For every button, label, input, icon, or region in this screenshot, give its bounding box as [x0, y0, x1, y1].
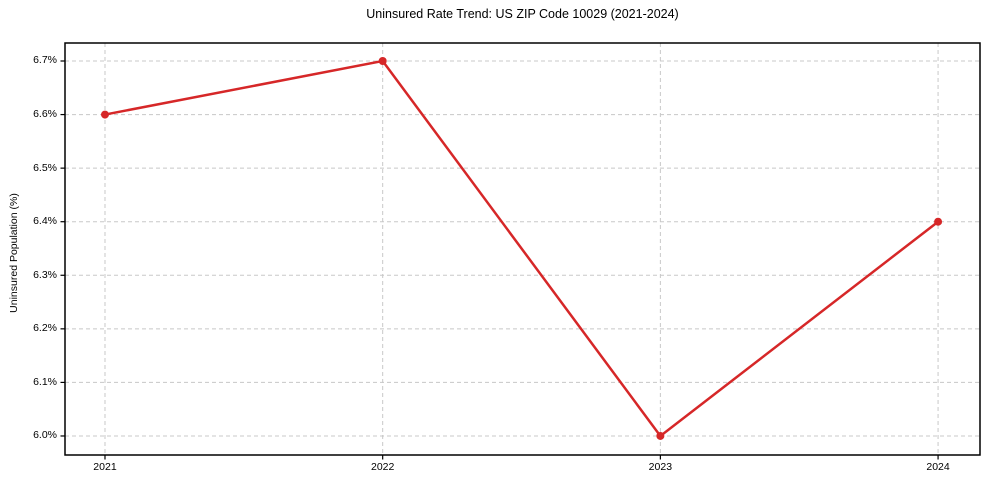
y-tick-label: 6.6%	[33, 108, 57, 121]
plot-border	[64, 42, 981, 456]
y-tick-label: 6.3%	[33, 268, 57, 281]
x-tick-label: 2022	[370, 461, 395, 473]
plot-area	[60, 42, 981, 460]
trend-line	[104, 59, 939, 438]
data-point	[656, 431, 665, 440]
data-point	[934, 217, 943, 226]
chart-title: Uninsured Rate Trend: US ZIP Code 10029 …	[366, 7, 679, 21]
y-tick-label: 6.5%	[33, 161, 57, 174]
y-tick-label: 6.1%	[33, 375, 57, 388]
x-tick-label: 2024	[926, 461, 950, 473]
data-point	[100, 110, 109, 119]
x-tick-label: 2023	[648, 461, 673, 473]
y-tick-label: 6.7%	[33, 54, 57, 67]
y-tick-label: 6.4%	[33, 215, 57, 228]
x-tick-label: 2021	[93, 461, 117, 473]
y-axis-label-text: Uninsured Population (%)	[8, 193, 20, 313]
y-tick-label: 6.0%	[33, 429, 57, 442]
data-point	[378, 56, 387, 65]
y-tick-label: 6.2%	[33, 322, 57, 335]
